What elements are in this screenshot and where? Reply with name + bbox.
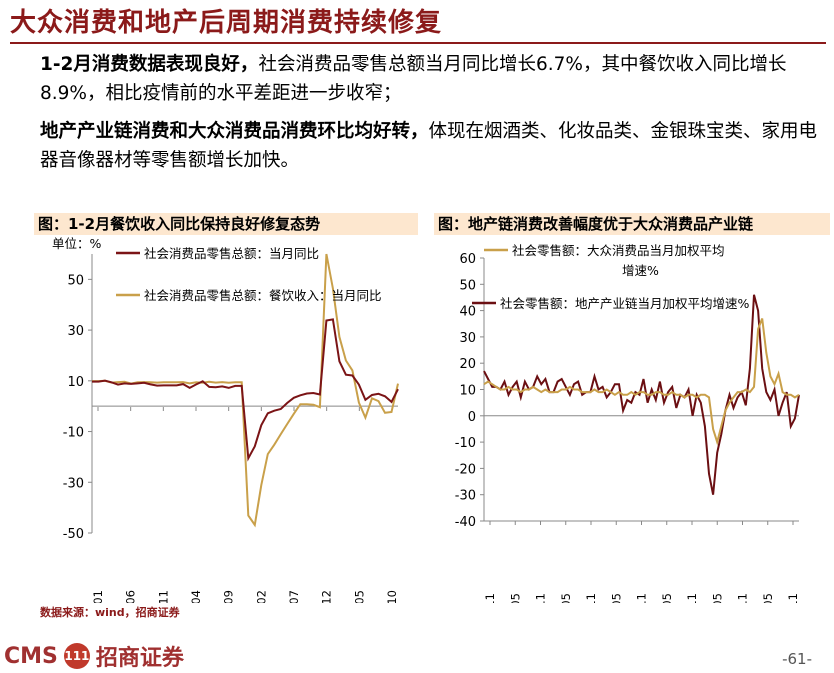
chart2-x-tick-label: 2021-11 — [786, 593, 800, 603]
chart2-x-tick-label: 2020-05 — [710, 593, 724, 603]
chart1-legend-label: 社会消费品零售总额：餐饮收入：当月同比 — [144, 288, 382, 303]
paragraph-2-lead: 地产产业链消费和大众消费品消费环比均好转， — [40, 121, 429, 142]
chart1-unit-label: 单位：% — [52, 236, 102, 251]
chart1-x-tick-label: 2018-11 — [156, 590, 170, 603]
chart1-legend-label: 社会消费品零售总额：当月同比 — [144, 246, 319, 261]
chart1-x-tick-label: 2020-07 — [287, 590, 301, 603]
chart2-y-tick-label: -10 — [455, 436, 476, 451]
slide-title: 大众消费和地产后周期消费持续修复 — [10, 8, 443, 38]
chart2-legend-label: 社会零售额：大众消费品当月加权平均增速% — [512, 243, 725, 278]
chart2-y-tick-label: 50 — [459, 278, 476, 293]
chart1-series-line — [92, 318, 399, 462]
chart1-y-tick-label: -30 — [63, 476, 84, 491]
chart-1: 50 30 10 -10 -30 -50 2018-01 2018-06 2018-11 2019… — [52, 236, 399, 603]
chart2-legend-text: 社会零售额：地产产业链当月加权平均增速% — [500, 296, 750, 311]
chart1-legend-text: 社会消费品零售总额：餐饮收入：当月同比 — [144, 288, 382, 303]
chart2-y-tick-label: -30 — [455, 489, 476, 504]
chart-1-title: 图：1-2月餐饮收入同比保持良好修复态势 — [34, 213, 418, 235]
title-rule — [10, 42, 826, 44]
chart2-x-tick-label: 2019-05 — [660, 593, 674, 603]
chart2-legend-label: 社会零售额：地产产业链当月加权平均增速% — [500, 296, 750, 311]
chart2-y-tick-label: 60 — [459, 252, 476, 267]
data-source: 数据来源：wind，招商证券 — [40, 606, 180, 619]
chart1-x-tick-label: 2019-04 — [189, 590, 203, 603]
chart-2: 60 50 40 30 20 10 0 -10 -20 -30 -40 2015-11 2016-05 2… — [455, 243, 800, 603]
chart2-y-tick-label: 20 — [459, 357, 476, 372]
chart2-legend-text: 增速% — [622, 263, 659, 278]
chart2-x-tick-label: 2020-11 — [736, 593, 750, 603]
chart2-x-tick-label: 2017-05 — [559, 593, 573, 603]
chart2-y-tick-label: 40 — [459, 305, 476, 320]
paragraph-1-body: 社会消费品零售总额当月同比增长6.7%，其中餐饮收入同比增长8.9%，相比疫情前… — [40, 54, 787, 104]
chart2-x-tick-label: 2018-11 — [635, 593, 649, 603]
chart1-y-tick-label: 50 — [67, 273, 84, 288]
chart1-y-tick-label: -10 — [63, 426, 84, 441]
chart2-x-tick-label: 2015-11 — [483, 593, 497, 603]
chart2-y-tick-label: -20 — [455, 462, 476, 477]
chart1-x-tick-label: 2021-05 — [352, 590, 366, 603]
chart2-x-tick-label: 2016-11 — [534, 593, 548, 603]
logo-mark-icon: 111 — [63, 643, 90, 669]
chart1-x-tick-label: 2020-12 — [320, 590, 334, 603]
paragraph-2-body: 体现在烟酒类、化妆品类、金银珠宝类、家用电器音像器材等零售额增长加快。 — [40, 121, 818, 171]
chart1-x-tick-label: 2018-01 — [91, 590, 105, 603]
chart2-x-tick-label: 2018-05 — [609, 593, 623, 603]
chart2-y-tick-label: 0 — [468, 410, 476, 425]
chart2-x-tick-label: 2021-05 — [761, 593, 775, 603]
chart2-y-tick-label: 30 — [459, 331, 476, 346]
chart2-x-tick-label: 2019-11 — [685, 593, 699, 603]
chart1-x-tick-label: 2018-06 — [124, 590, 138, 603]
chart1-y-tick-label: 10 — [67, 375, 84, 390]
chart1-x-tick-label: 2021-10 — [385, 590, 399, 603]
paragraph-2: 地产产业链消费和大众消费品消费环比均好转，体现在烟酒类、化妆品类、金银珠宝类、家… — [40, 117, 820, 175]
paragraph-1: 1-2月消费数据表现良好，社会消费品零售总额当月同比增长6.7%，其中餐饮收入同… — [40, 50, 820, 108]
page-number: -61- — [782, 650, 812, 668]
logo-text: CMS — [4, 643, 58, 669]
chart2-series-line — [483, 294, 800, 495]
chart1-y-tick-label: 30 — [67, 324, 84, 339]
chart2-x-tick-label: 2017-11 — [584, 593, 598, 603]
chart-2-title: 图：地产链消费改善幅度优于大众消费品产业链 — [434, 213, 830, 235]
chart1-x-tick-label: 2019-09 — [222, 590, 236, 603]
chart2-legend-text: 社会零售额：大众消费品当月加权平均 — [512, 243, 725, 258]
paragraph-1-lead: 1-2月消费数据表现良好， — [40, 54, 259, 75]
chart2-y-tick-label: 10 — [459, 384, 476, 399]
chart1-x-tick-label: 2020-02 — [254, 590, 268, 603]
company-logo: CMS 111 招商证券 — [4, 640, 184, 672]
chart1-legend-text: 社会消费品零售总额：当月同比 — [144, 246, 319, 261]
chart1-y-tick-label: -50 — [63, 527, 84, 542]
chart2-series-line — [483, 318, 800, 446]
logo-cn: 招商证券 — [95, 646, 184, 671]
chart2-x-tick-label: 2016-05 — [508, 593, 522, 603]
chart2-y-tick-label: -40 — [455, 515, 476, 530]
